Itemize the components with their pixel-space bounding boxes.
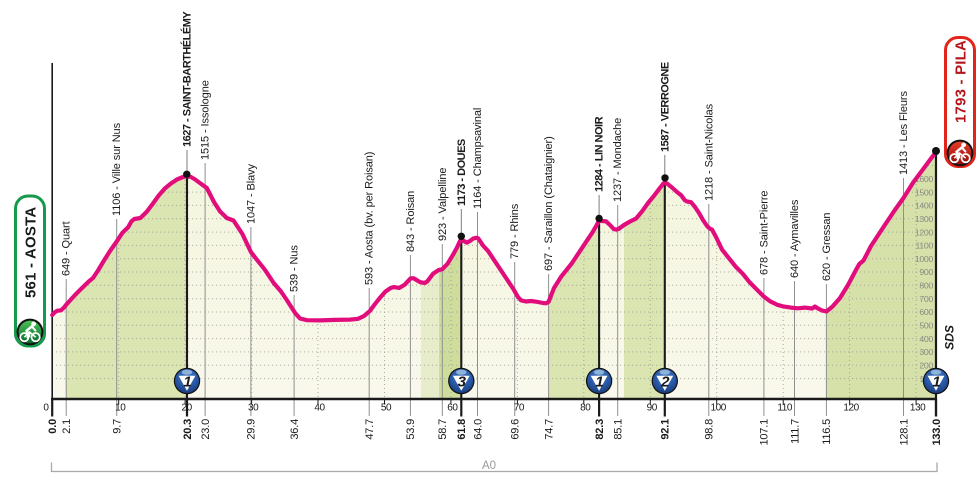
svg-text:1200: 1200 (915, 227, 934, 237)
svg-text:300: 300 (919, 347, 933, 357)
svg-text:649 - Quart: 649 - Quart (61, 221, 73, 276)
svg-text:9.7: 9.7 (112, 419, 124, 434)
svg-text:923 - Valpelline: 923 - Valpelline (437, 168, 449, 241)
svg-text:80: 80 (580, 403, 591, 414)
svg-text:133.0: 133.0 (931, 419, 943, 446)
svg-text:1500: 1500 (915, 187, 934, 197)
svg-text:1164 - Champsavinal: 1164 - Champsavinal (472, 108, 484, 209)
svg-text:47.7: 47.7 (364, 419, 376, 440)
svg-text:0.0: 0.0 (47, 419, 59, 434)
svg-text:60: 60 (447, 403, 458, 414)
svg-text:600: 600 (919, 307, 933, 317)
svg-text:678 - Saint-Pierre: 678 - Saint-Pierre (758, 191, 770, 275)
svg-text:640 - Aymavilles: 640 - Aymavilles (789, 199, 801, 278)
svg-text:58.7: 58.7 (437, 419, 449, 440)
svg-text:500: 500 (919, 321, 933, 331)
svg-text:107.1: 107.1 (759, 419, 771, 446)
svg-text:697 - Saraillon (Chataignier): 697 - Saraillon (Chataignier) (543, 136, 555, 271)
svg-text:1284 - LIN NOIR: 1284 - LIN NOIR (594, 116, 606, 192)
svg-text:1515 - Issologne: 1515 - Issologne (200, 80, 212, 160)
svg-text:64.0: 64.0 (472, 419, 484, 440)
svg-text:85.1: 85.1 (613, 419, 625, 440)
svg-text:70: 70 (514, 403, 525, 414)
svg-text:36.4: 36.4 (289, 419, 301, 440)
svg-text:1218 - Saint-Nicolas: 1218 - Saint-Nicolas (703, 103, 715, 201)
svg-text:50: 50 (381, 403, 392, 414)
svg-text:74.7: 74.7 (543, 419, 555, 440)
svg-text:843 - Roisan: 843 - Roisan (405, 191, 417, 252)
svg-text:98.8: 98.8 (704, 419, 716, 440)
svg-text:1400: 1400 (915, 201, 934, 211)
svg-text:A0: A0 (482, 460, 496, 472)
svg-text:110: 110 (777, 403, 792, 414)
svg-text:111.7: 111.7 (789, 419, 801, 444)
svg-text:1300: 1300 (915, 214, 934, 224)
svg-text:1600: 1600 (915, 174, 934, 184)
svg-text:82.3: 82.3 (594, 419, 606, 440)
svg-text:1: 1 (595, 373, 603, 390)
svg-text:800: 800 (919, 281, 933, 291)
svg-text:128.1: 128.1 (898, 419, 910, 446)
svg-text:539 - Nus: 539 - Nus (289, 245, 301, 292)
svg-text:92.1: 92.1 (660, 419, 672, 440)
svg-text:1: 1 (183, 373, 191, 390)
svg-text:0: 0 (43, 403, 49, 414)
svg-text:53.9: 53.9 (405, 419, 417, 440)
svg-text:2.1: 2.1 (61, 419, 73, 434)
svg-text:2: 2 (660, 373, 670, 390)
svg-text:620 - Gressan: 620 - Gressan (821, 213, 833, 281)
svg-text:1587 - VERROGNE: 1587 - VERROGNE (659, 62, 671, 152)
svg-text:120: 120 (843, 403, 859, 414)
svg-text:1047 - Blavy: 1047 - Blavy (245, 163, 257, 224)
svg-text:23.0: 23.0 (200, 419, 212, 440)
svg-text:130: 130 (910, 403, 926, 414)
svg-text:1100: 1100 (916, 241, 934, 251)
svg-text:779 - Rhins: 779 - Rhins (509, 203, 521, 259)
svg-text:100: 100 (711, 403, 727, 414)
svg-text:700: 700 (919, 294, 933, 304)
svg-text:1627 - SAINT-BARTHÉLÉMY: 1627 - SAINT-BARTHÉLÉMY (181, 11, 194, 147)
svg-text:1: 1 (932, 373, 940, 390)
svg-text:116.5: 116.5 (821, 419, 833, 445)
svg-text:3: 3 (458, 373, 467, 390)
svg-text:69.6: 69.6 (510, 419, 522, 440)
svg-text:900: 900 (919, 267, 933, 277)
svg-text:10: 10 (115, 403, 126, 414)
svg-text:400: 400 (919, 334, 933, 344)
svg-text:561 - AOSTA: 561 - AOSTA (23, 207, 40, 298)
svg-text:1237 - Mondache: 1237 - Mondache (612, 118, 624, 202)
svg-text:SDS: SDS (943, 325, 957, 350)
svg-text:40: 40 (314, 403, 325, 414)
svg-text:30: 30 (248, 403, 259, 414)
svg-text:200: 200 (919, 361, 933, 371)
svg-text:1106 - Ville sur Nus: 1106 - Ville sur Nus (111, 122, 123, 216)
svg-text:1413 - Les Fleurs: 1413 - Les Fleurs (898, 91, 910, 175)
svg-text:593 - Aosta (bv. per Roisan): 593 - Aosta (bv. per Roisan) (364, 152, 376, 285)
svg-text:20: 20 (181, 403, 192, 414)
svg-text:1793 - PILA: 1793 - PILA (953, 40, 970, 123)
svg-text:29.9: 29.9 (246, 419, 258, 440)
svg-text:20.3: 20.3 (182, 419, 194, 440)
svg-text:90: 90 (647, 403, 658, 414)
svg-text:61.8: 61.8 (456, 419, 468, 440)
svg-text:1000: 1000 (915, 254, 934, 264)
svg-text:1173 - DOUES: 1173 - DOUES (456, 139, 468, 206)
